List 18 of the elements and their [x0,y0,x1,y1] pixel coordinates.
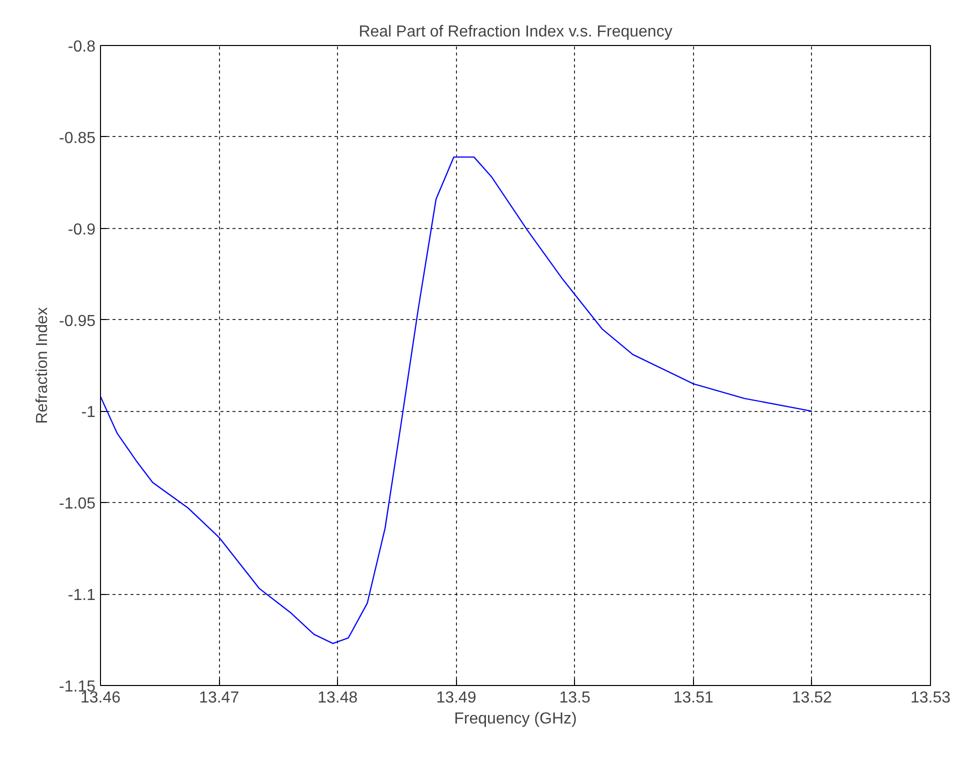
x-tick-label: 13.47 [199,690,240,706]
y-tick-label: -1.05 [59,496,96,513]
line-series [100,156,813,644]
x-tick-label: 13.51 [673,690,714,706]
x-tick-label: 13.53 [910,690,951,706]
y-tick-label: -0.95 [59,312,96,330]
y-tick-label: -0.8 [68,38,96,56]
x-axis-title: Frequency (GHz) [454,710,577,728]
chart-title: Real Part of Refraction Index v.s. Frequency [358,24,672,40]
y-axis-title: Refraction Index [34,307,52,424]
x-tick-label: 13.49 [436,690,476,706]
y-tick-label: -1.1 [68,587,96,604]
y-tick-label: -1 [81,404,96,422]
y-tick-label: -0.9 [68,221,96,238]
y-tick-label: -0.85 [59,130,96,147]
x-tick-label: 13.52 [792,690,832,706]
x-tick-label: 13.5 [559,690,590,706]
x-tick-label: 13.48 [318,690,358,706]
